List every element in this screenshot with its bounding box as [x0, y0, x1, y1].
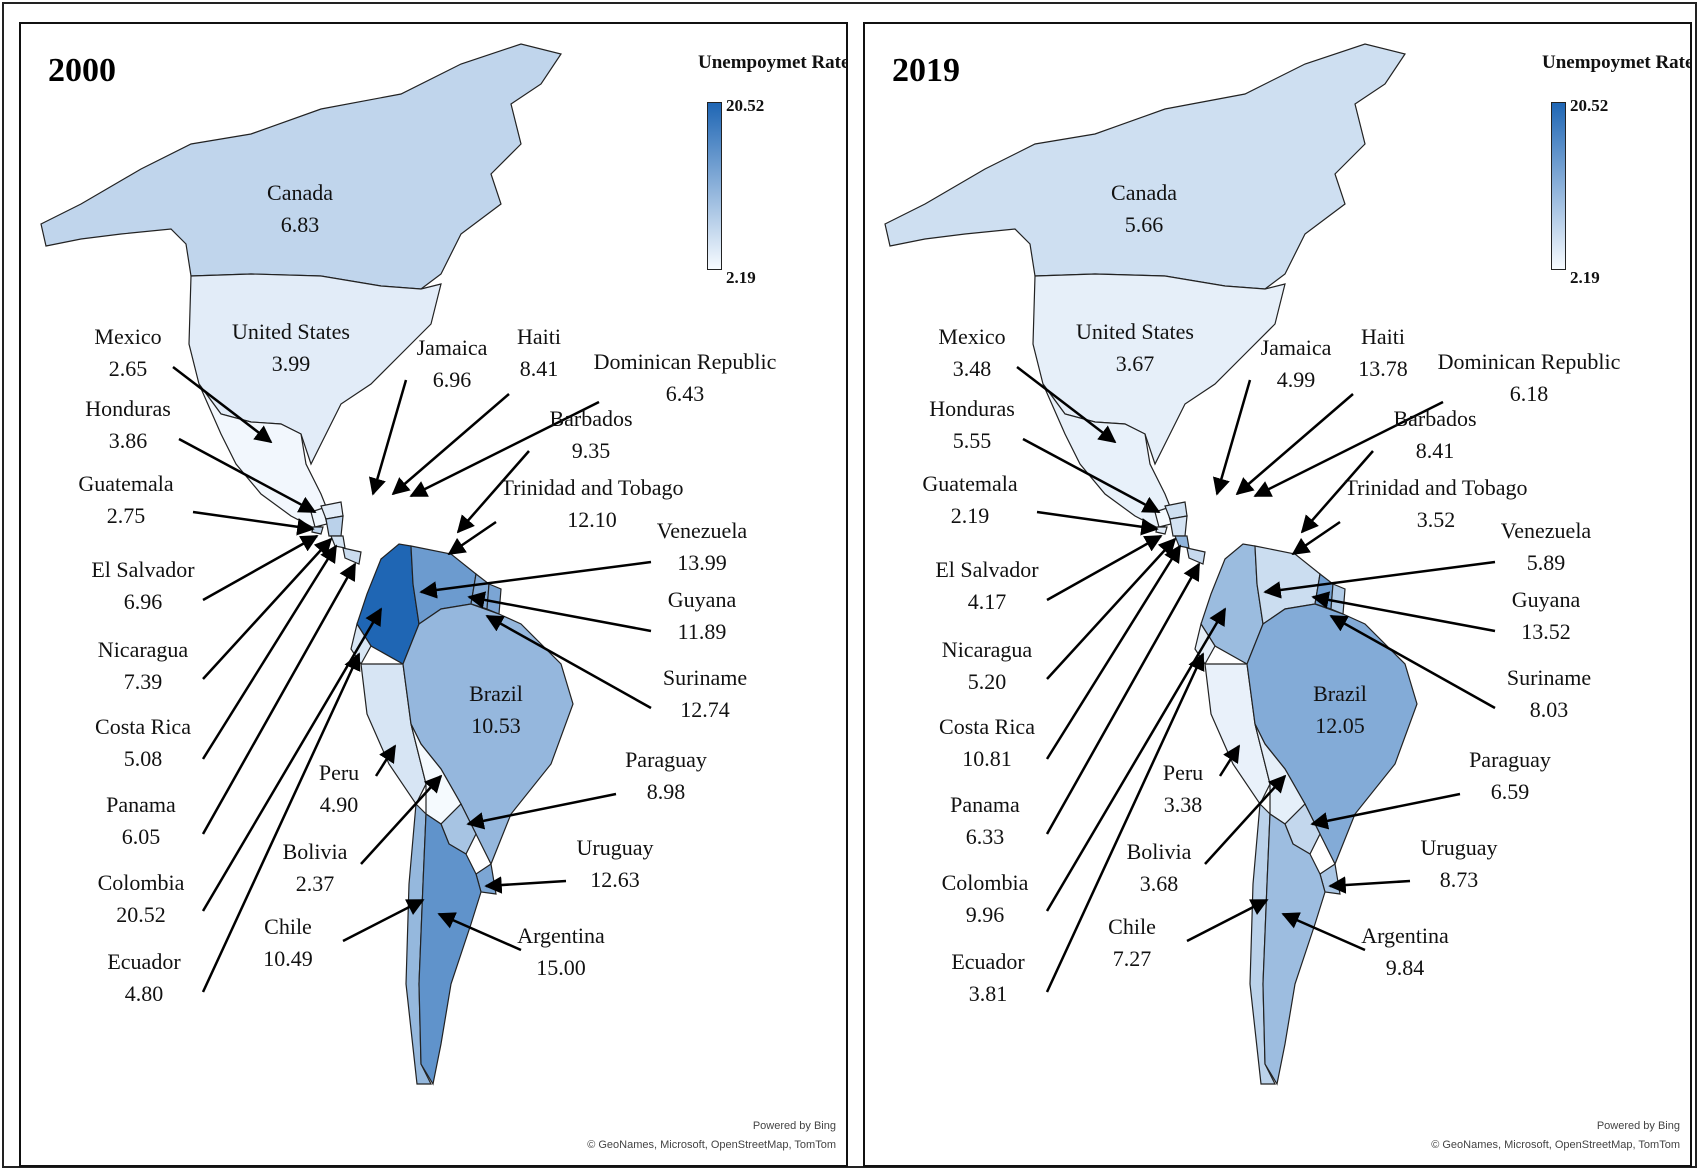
- panel-year: 2000: [48, 52, 116, 89]
- label-costa-rica: Costa Rica 10.81: [939, 714, 1035, 771]
- panel-year: 2019: [892, 52, 960, 89]
- label-haiti: Haiti 8.41: [517, 324, 561, 381]
- label-barbados: Barbados 8.41: [1393, 406, 1477, 463]
- legend-min: 2.19: [1570, 268, 1600, 287]
- label-suriname: Suriname 12.74: [662, 665, 748, 722]
- label-el-salvador: El Salvador 4.17: [935, 557, 1039, 614]
- leader-arrows: [172, 366, 652, 993]
- label-dominican-republic: Dominican Republic 6.43: [593, 349, 777, 406]
- legend-title: Unempoymet Rate: [698, 52, 848, 73]
- label-suriname: Suriname 8.03: [1506, 665, 1592, 722]
- label-uruguay: Uruguay 12.63: [576, 835, 654, 892]
- country-costa-rica: [330, 535, 346, 549]
- attribution-sources: © GeoNames, Microsoft, OpenStreetMap, To…: [587, 1139, 836, 1151]
- map-panel-2019: 2019 Unempoymet Rate 20.52 2.19 Canada 5.…: [863, 22, 1692, 1167]
- attribution-powered-by: Powered by Bing: [752, 1120, 836, 1132]
- label-united-states: United States 3.67: [1076, 319, 1194, 376]
- label-ecuador: Ecuador 4.80: [107, 949, 181, 1006]
- label-nicaragua: Nicaragua 5.20: [941, 637, 1033, 694]
- label-honduras: Honduras 5.55: [929, 396, 1015, 453]
- label-brazil: Brazil 12.05: [1313, 681, 1367, 738]
- label-canada: Canada 5.66: [1111, 180, 1177, 237]
- country-el-salvador: [311, 526, 324, 535]
- country-panama: [1186, 547, 1206, 565]
- choropleth-map: [40, 43, 652, 1086]
- label-guyana: Guyana 11.89: [667, 587, 737, 644]
- label-venezuela: Venezuela 5.89: [1500, 518, 1592, 575]
- label-peru: Peru 3.38: [1162, 760, 1204, 817]
- label-jamaica: Jamaica 4.99: [1260, 335, 1332, 392]
- country-nicaragua: [325, 515, 344, 537]
- label-honduras: Honduras 3.86: [85, 396, 171, 453]
- label-trinidad-and-tobago: Trinidad and Tobago 3.52: [1344, 475, 1528, 532]
- label-bolivia: Bolivia 2.37: [282, 839, 348, 896]
- label-paraguay: Paraguay 6.59: [1469, 747, 1551, 804]
- label-peru: Peru 4.90: [318, 760, 360, 817]
- country-el-salvador: [1155, 526, 1168, 535]
- label-venezuela: Venezuela 13.99: [656, 518, 748, 575]
- country-nicaragua: [1169, 515, 1188, 537]
- label-chile: Chile 7.27: [1108, 914, 1156, 971]
- country-panama: [342, 547, 362, 565]
- label-haiti: Haiti 13.78: [1358, 324, 1408, 381]
- legend-colorbar: [1551, 102, 1566, 270]
- country-suriname: [1330, 583, 1346, 615]
- country-suriname: [486, 583, 502, 615]
- attribution-sources: © GeoNames, Microsoft, OpenStreetMap, To…: [1431, 1139, 1680, 1151]
- legend-min: 2.19: [726, 268, 756, 287]
- label-canada: Canada 6.83: [267, 180, 333, 237]
- label-uruguay: Uruguay 8.73: [1420, 835, 1498, 892]
- leader-arrows: [1016, 366, 1496, 993]
- legend-max: 20.52: [726, 96, 765, 115]
- country-argentina: [1262, 812, 1326, 1086]
- label-panama: Panama 6.05: [106, 792, 176, 849]
- label-argentina: Argentina 15.00: [517, 923, 605, 980]
- label-ecuador: Ecuador 3.81: [951, 949, 1025, 1006]
- country-argentina: [418, 812, 482, 1086]
- label-united-states: United States 3.99: [232, 319, 350, 376]
- label-mexico: Mexico 2.65: [94, 324, 162, 381]
- label-panama: Panama 6.33: [950, 792, 1020, 849]
- country-canada: [40, 43, 562, 290]
- legend-title: Unempoymet Rate: [1542, 52, 1692, 73]
- label-guatemala: Guatemala 2.19: [922, 471, 1018, 528]
- label-mexico: Mexico 3.48: [938, 324, 1006, 381]
- label-argentina: Argentina 9.84: [1361, 923, 1449, 980]
- label-brazil: Brazil 10.53: [469, 681, 523, 738]
- label-guatemala: Guatemala 2.75: [78, 471, 174, 528]
- map-panel-2000: 2000 Unempoymet Rate 20.52 2.19 Canada 6.…: [19, 22, 848, 1167]
- legend-max: 20.52: [1570, 96, 1609, 115]
- label-nicaragua: Nicaragua 7.39: [97, 637, 189, 694]
- label-jamaica: Jamaica 6.96: [416, 335, 488, 392]
- label-colombia: Colombia 20.52: [97, 870, 185, 927]
- label-el-salvador: El Salvador 6.96: [91, 557, 195, 614]
- label-dominican-republic: Dominican Republic 6.18: [1437, 349, 1621, 406]
- label-trinidad-and-tobago: Trinidad and Tobago 12.10: [500, 475, 684, 532]
- label-colombia: Colombia 9.96: [941, 870, 1029, 927]
- label-bolivia: Bolivia 3.68: [1126, 839, 1192, 896]
- label-barbados: Barbados 9.35: [549, 406, 633, 463]
- country-canada: [884, 43, 1406, 290]
- label-costa-rica: Costa Rica 5.08: [95, 714, 191, 771]
- label-guyana: Guyana 13.52: [1511, 587, 1581, 644]
- choropleth-map: [884, 43, 1496, 1086]
- label-paraguay: Paraguay 8.98: [625, 747, 707, 804]
- legend-colorbar: [707, 102, 722, 270]
- label-chile: Chile 10.49: [263, 914, 313, 971]
- country-costa-rica: [1174, 535, 1190, 549]
- attribution-powered-by: Powered by Bing: [1596, 1120, 1680, 1132]
